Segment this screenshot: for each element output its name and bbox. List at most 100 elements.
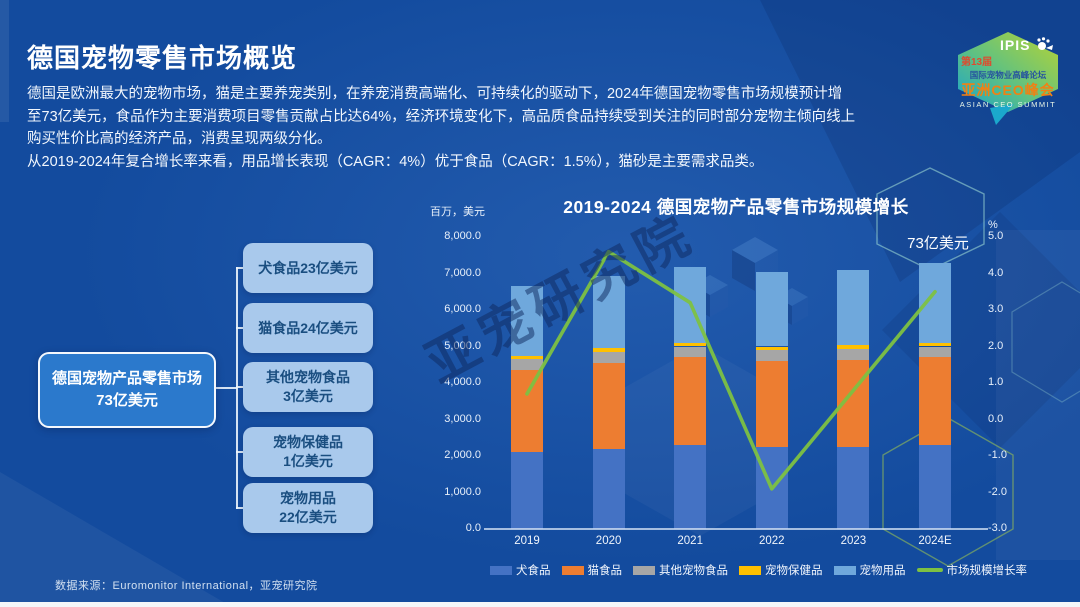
bar-segment-其他宠物食品 [755, 350, 788, 362]
legend-label: 宠物用品 [859, 565, 906, 577]
y-axis-tick-right: -2.0 [988, 485, 1007, 498]
segment-label: 犬食品23亿美元 [258, 259, 358, 276]
segment-value: 22亿美元 [279, 509, 337, 525]
data-source: 数据来源：Euromonitor International，亚宠研究院 [55, 580, 318, 592]
event-badge: 第13届 IPIS 国际宠物业高峰论坛 亚洲CEO峰会 ASIAN CEO SU… [950, 28, 1068, 130]
right-axis-caption: % [988, 219, 998, 231]
bar-segment-其他宠物食品 [919, 346, 951, 358]
bar-segment-猫食品 [755, 361, 788, 447]
bar-segment-其他宠物食品 [674, 346, 707, 358]
legend-item-growth-line: 市场规模增长率 [916, 562, 1028, 578]
segment-label: 宠物用品 [280, 490, 336, 506]
badge-forum-name: 国际宠物业高峰论坛 [969, 70, 1047, 80]
summary-line: 至73亿美元，食品作为主要消费项目零售贡献占比达64%，经济环境变化下，高品质食… [27, 108, 856, 125]
bar-segment-猫食品 [511, 370, 543, 453]
bar-segment-宠物用品 [674, 267, 707, 343]
bar-segment-犬食品 [674, 445, 707, 529]
legend-swatch [739, 565, 761, 575]
bar-segment-猫食品 [674, 357, 707, 446]
market-total-label: 德国宠物产品零售市场 [51, 370, 202, 387]
x-axis-line [484, 528, 988, 530]
summary-line: 购买性价比高的经济产品，消费呈现两级分化。 [27, 131, 332, 147]
y-axis-tick-left: 6,000.0 [444, 303, 481, 315]
legend-swatch [561, 565, 584, 575]
x-axis-tick: 2021 [677, 535, 703, 547]
y-axis-tick-right: -3.0 [988, 522, 1007, 534]
bar-segment-猫食品 [837, 360, 870, 447]
legend-label: 犬食品 [516, 565, 551, 577]
summary-line: 从2019-2024年复合增长率来看，用品增长表现（CAGR：4%）优于食品（C… [27, 153, 764, 170]
chart-title: 2019-2024 德国宠物产品零售市场规模增长 [563, 197, 909, 217]
segment-box-cat-food: 猫食品24亿美元 [243, 303, 373, 353]
connector-stub [236, 451, 244, 453]
bar-segment-犬食品 [755, 446, 788, 529]
pet-icon [1037, 37, 1053, 50]
x-axis-tick: 2023 [840, 535, 867, 547]
legend-line-swatch [916, 568, 943, 572]
badge-hexagon [958, 32, 1058, 125]
y-axis-tick-left: 2,000.0 [444, 449, 481, 461]
y-axis-tick-right: 4.0 [988, 266, 1004, 279]
segment-label: 宠物保健品 [273, 434, 343, 450]
bar-segment-其他宠物食品 [511, 359, 543, 371]
bar-segment-犬食品 [592, 448, 625, 529]
legend-label: 宠物保健品 [765, 565, 823, 577]
bar-segment-犬食品 [511, 452, 543, 529]
segment-box-pet-supplies: 宠物用品 22亿美元 [243, 483, 373, 533]
market-total-box: 德国宠物产品零售市场 73亿美元 [38, 352, 216, 428]
y-axis-tick-left: 8,000.0 [444, 230, 481, 242]
segment-value: 1亿美元 [283, 453, 333, 469]
legend-label: 其他宠物食品 [659, 565, 728, 577]
segment-box-health-products: 宠物保健品 1亿美元 [243, 427, 373, 477]
bar-annotation: 73亿美元 [907, 235, 969, 252]
bar-segment-宠物保健品 [592, 348, 625, 352]
y-axis-tick-right: 2.0 [988, 339, 1004, 352]
segment-value: 3亿美元 [283, 388, 333, 404]
bar-segment-猫食品 [592, 362, 625, 449]
legend-swatch [633, 565, 655, 575]
bar-segment-宠物用品 [755, 272, 788, 347]
connector-stub [236, 507, 244, 509]
connector-line [212, 387, 237, 389]
legend-swatch [833, 565, 856, 575]
y-axis-tick-left: 1,000.0 [444, 485, 481, 498]
chart-legend: 犬食品 猫食品 其他宠物食品 宠物保健品 宠物用品 市场规模增长率 [490, 562, 1027, 578]
y-axis-tick-left: 5,000.0 [444, 339, 481, 352]
badge-tail [990, 104, 1014, 125]
legend-label: 猫食品 [587, 565, 623, 577]
y-axis-tick-left: 4,000.0 [444, 376, 481, 388]
legend-label: 市场规模增长率 [946, 565, 1028, 577]
badge-summit-en: ASIAN CEO SUMMIT [959, 100, 1057, 109]
connector-stub [236, 386, 244, 388]
legend-swatch [490, 565, 512, 575]
y-axis-tick-left: 3,000.0 [444, 412, 481, 425]
bar-segment-其他宠物食品 [592, 351, 625, 363]
segment-box-other-food: 其他宠物食品 3亿美元 [243, 362, 373, 412]
legend-item: 其他宠物食品 [633, 562, 728, 578]
segment-box-dog-food: 犬食品23亿美元 [243, 243, 373, 293]
y-axis-tick-left: 7,000.0 [444, 266, 481, 279]
legend-item: 猫食品 [561, 562, 623, 578]
badge-logo: IPIS [1000, 37, 1031, 53]
left-axis-caption: 百万，美元 [430, 206, 485, 218]
bar-segment-宠物保健品 [837, 345, 870, 350]
y-axis-tick-right: 0.0 [988, 412, 1004, 425]
x-axis-tick: 2022 [759, 535, 785, 547]
bar-segment-宠物用品 [919, 262, 951, 343]
segment-label: 其他宠物食品 [266, 369, 350, 385]
y-axis-tick-right: 1.0 [988, 376, 1004, 388]
badge-edition: 第13届 [961, 57, 993, 68]
summary-paragraph: 德国是欧洲最大的宠物市场，猫是主要养宠类别，在养宠消费高端化、可持续化的驱动下，… [27, 83, 932, 173]
bottom-strip-decoration [0, 602, 1080, 607]
x-axis-tick: 2020 [595, 535, 622, 547]
bar-segment-宠物保健品 [919, 342, 951, 347]
connector-stub [236, 267, 244, 269]
x-axis-tick: 2019 [514, 535, 540, 547]
y-axis-tick-right: -1.0 [988, 449, 1007, 461]
legend-item: 犬食品 [490, 562, 551, 578]
bar-segment-猫食品 [919, 357, 951, 446]
badge-summit-cn: 亚洲CEO峰会 [961, 82, 1055, 98]
market-total-value: 73亿美元 [96, 392, 158, 409]
y-axis-tick-right: 5.0 [988, 230, 1004, 242]
bar-segment-宠物保健品 [755, 346, 788, 351]
